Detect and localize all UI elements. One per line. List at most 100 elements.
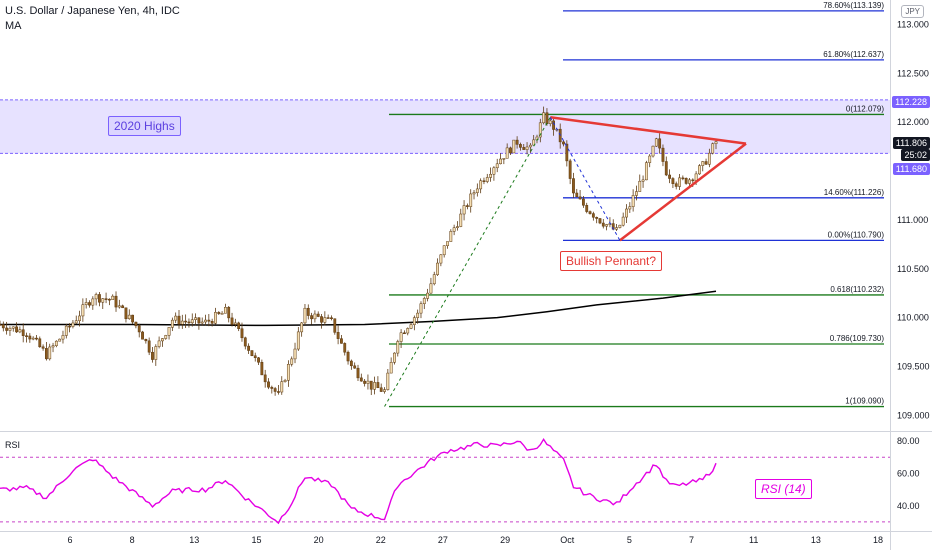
candle-body: [107, 298, 111, 301]
candle-body: [326, 317, 330, 319]
chart-title: U.S. Dollar / Japanese Yen, 4h, IDC: [5, 5, 180, 17]
candle-body: [323, 317, 327, 323]
candle-body: [270, 386, 274, 389]
candle-body: [310, 315, 314, 320]
candle-body: [469, 193, 473, 207]
fibonacci-levels: 78.60%(113.139) 61.80%(112.637) 0(112.079)…: [389, 1, 885, 408]
candle-body: [472, 192, 476, 195]
candle-body: [187, 321, 191, 324]
candle-body: [449, 231, 453, 242]
candle-body: [147, 340, 151, 353]
time-tick-label: 20: [314, 535, 324, 545]
candle-body: [286, 364, 290, 381]
candle-body: [190, 319, 194, 324]
candle-body: [591, 213, 595, 218]
candle-body: [436, 262, 439, 275]
candle-body: [88, 302, 91, 306]
highs-zone: [0, 99, 890, 154]
fib-label: 14.60%(111.226): [824, 188, 885, 197]
price-tick-label: 109.000: [897, 410, 930, 420]
candle-body: [151, 351, 154, 360]
candle-body: [512, 139, 516, 154]
candle-body: [233, 322, 237, 325]
candle-body: [359, 377, 363, 382]
candle-body: [575, 192, 579, 198]
candle-body: [134, 321, 138, 327]
candle-body: [227, 307, 231, 319]
candle-body: [8, 328, 12, 331]
candle-body: [170, 319, 174, 328]
candle-body: [618, 224, 622, 228]
candle-body: [21, 329, 25, 336]
candle-body: [704, 161, 708, 165]
candle-body: [64, 325, 68, 336]
time-tick-label: 18: [873, 535, 883, 545]
candle-body: [651, 145, 655, 157]
candle-body: [668, 174, 672, 179]
candle-body: [625, 208, 628, 218]
candle-body: [419, 303, 423, 314]
candle-body: [41, 346, 45, 349]
candle-body: [124, 307, 128, 320]
zone-bottom-price-tag: 111.680: [892, 163, 930, 175]
candle-body: [71, 322, 75, 327]
candle-body: [204, 319, 207, 323]
candle-body: [532, 139, 536, 146]
candle-body: [674, 183, 678, 187]
candle-body: [509, 147, 512, 154]
candle-body: [678, 177, 681, 187]
candle-body: [104, 298, 108, 300]
candle-body: [542, 112, 546, 124]
fib-label: 0.618(110.232): [830, 285, 884, 294]
price-tick-label: 112.500: [897, 68, 929, 78]
candle-body: [654, 138, 658, 147]
candle-body: [296, 331, 300, 350]
pennant-label: Bullish Pennant?: [560, 251, 663, 271]
candle-body: [545, 112, 549, 124]
current-price-tag: 111.806: [892, 137, 930, 149]
candle-body: [635, 191, 638, 196]
candle-body: [237, 322, 241, 329]
candle-body: [429, 283, 433, 294]
rsi-line: [0, 437, 717, 525]
candle-body: [386, 372, 390, 390]
candle-body: [157, 340, 161, 347]
time-tick-label: 8: [130, 535, 135, 545]
candle-body: [648, 155, 652, 163]
candle-body: [412, 317, 416, 325]
candle-body: [197, 317, 201, 324]
candle-body: [316, 313, 320, 317]
candle-body: [452, 227, 456, 232]
currency-badge[interactable]: JPY: [901, 5, 924, 18]
candle-body: [671, 178, 675, 184]
candle-body: [54, 340, 58, 346]
time-tick-label: 11: [749, 535, 758, 545]
pennant-upper-line: [550, 116, 747, 145]
countdown-tag: 25:02: [901, 149, 930, 161]
candle-body: [456, 226, 459, 228]
candle-body: [389, 362, 393, 374]
price-tick-label: 112.000: [897, 117, 929, 127]
rsi-pane: [0, 437, 890, 525]
fib-label: 0.00%(110.790): [828, 230, 885, 239]
fib-label: 0.786(109.730): [830, 334, 885, 343]
rsi-legend: RSI (14): [755, 479, 812, 499]
fib-label: 61.80%(112.637): [823, 50, 884, 59]
candle-body: [333, 318, 337, 333]
candle-body: [141, 331, 144, 340]
candle-body: [588, 211, 592, 214]
candle-body: [293, 348, 297, 360]
candle-body: [131, 314, 135, 323]
candle-body: [442, 245, 446, 256]
candle-body: [628, 206, 632, 210]
candle-body: [194, 317, 197, 320]
candle-body: [35, 337, 38, 340]
candle-body: [144, 338, 148, 342]
candle-body: [330, 317, 333, 319]
candle-body: [167, 327, 171, 336]
candle-body: [137, 325, 141, 333]
candle-body: [184, 320, 188, 323]
candle-body: [74, 320, 78, 324]
